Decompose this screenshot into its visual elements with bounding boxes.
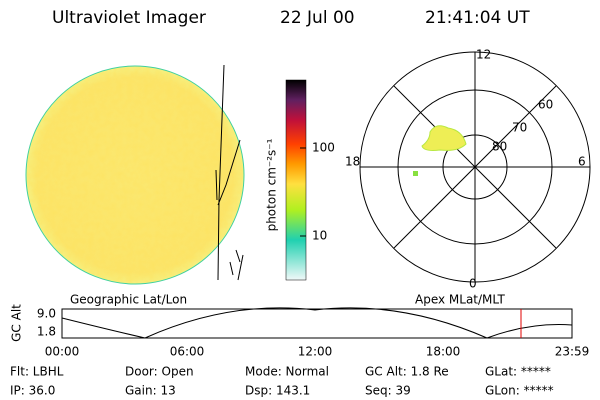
footer-field: Flt: LBHL	[10, 365, 64, 379]
footer-field: Seq: 39	[365, 384, 411, 398]
caption: Geographic Lat/Lon	[70, 293, 187, 307]
polar-grid	[359, 51, 591, 283]
altitude-label: GC Alt	[10, 304, 24, 342]
mlt-label: 6	[578, 155, 586, 169]
mlt-label: 12	[476, 48, 491, 62]
aurora	[421, 125, 467, 151]
colorbar-tick-label: 10	[312, 229, 327, 243]
footer-field: Mode: Normal	[245, 365, 329, 379]
mlat-label: 80	[492, 140, 507, 154]
altitude-strip	[61, 308, 573, 339]
mlat-label: 60	[538, 98, 553, 112]
time-label: 12:00	[298, 345, 333, 359]
time: 21:41:04 UT	[425, 8, 530, 28]
colorbar-tick-label: 100	[312, 141, 335, 155]
footer-field: Dsp: 143.1	[245, 384, 310, 398]
caption: Apex MLat/MLT	[415, 293, 505, 307]
altitude-top: 9.0	[37, 307, 56, 321]
mlt-label: 0	[469, 277, 477, 291]
earth-image	[25, 64, 245, 285]
time-label: 23:59	[555, 345, 590, 359]
footer-field: Door: Open	[125, 365, 194, 379]
mlat-label: 70	[512, 121, 527, 135]
title: Ultraviolet Imager	[52, 8, 206, 28]
time-label: 06:00	[170, 345, 205, 359]
footer-field: GLon: *****	[485, 384, 554, 398]
altitude-current: 1.8	[37, 325, 56, 339]
footer: Flt: LBHL Door: Open Mode: Normal GC Alt: 1…	[10, 365, 554, 398]
footer-field: IP: 36.0	[10, 384, 55, 398]
colorbar	[285, 79, 307, 281]
time-label: 00:00	[45, 345, 80, 359]
altitude-curve	[61, 307, 573, 339]
mlt-label: 18	[345, 155, 360, 169]
footer-field: GC Alt: 1.8 Re	[365, 365, 449, 379]
time-label: 18:00	[426, 345, 461, 359]
aurora	[413, 171, 418, 176]
footer-field: Gain: 13	[125, 384, 176, 398]
colorbar-label: photon cm⁻²s⁻¹	[265, 138, 279, 231]
footer-field: GLat: *****	[485, 365, 551, 379]
date: 22 Jul 00	[280, 8, 355, 28]
